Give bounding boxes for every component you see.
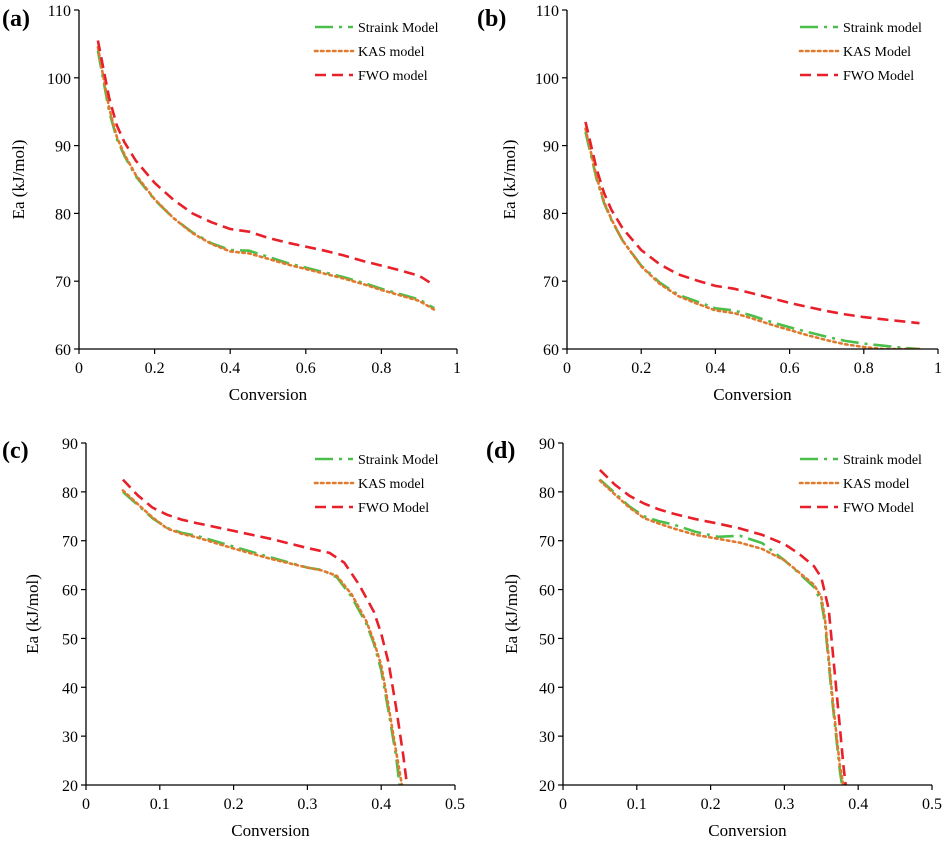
chart-panel-2: (c) 20 30 40 50 60 70 80 90 0 0.1 0.2 0.3 0.4 0.5 Conve…	[2, 436, 465, 840]
y-tick-label: 90	[55, 139, 71, 156]
x-axis-title: Conversion	[708, 821, 787, 840]
legend: Straink model KAS Model FWO Model	[798, 21, 922, 84]
series-line-kas	[121, 489, 404, 785]
x-tick-label: 0.4	[705, 360, 725, 377]
y-tick-label: 90	[543, 139, 559, 156]
legend: Straink model KAS model FWO Model	[798, 453, 922, 516]
y-tick-label: 100	[535, 71, 559, 88]
x-tick-label: 1	[934, 360, 942, 377]
legend-label: Straink model	[843, 21, 922, 36]
y-tick-label: 50	[539, 631, 555, 648]
panel-label: (b)	[477, 6, 506, 32]
panel-label: (d)	[486, 438, 515, 464]
y-axis-title: Ea (kJ/mol)	[23, 574, 42, 654]
y-tick-label: 90	[539, 436, 555, 453]
y-tick-label: 90	[62, 436, 78, 453]
chart-panel-3: (d) 20 30 40 50 60 70 80 90 0 0.1 0.2 0.3 0.4 0.5 Conve…	[486, 436, 942, 840]
y-tick-label: 70	[55, 274, 71, 291]
legend: Straink Model KAS model FWO model	[313, 21, 439, 84]
x-tick-label: 0.4	[371, 796, 391, 813]
y-tick-label: 20	[62, 778, 78, 795]
y-tick-label: 100	[47, 71, 71, 88]
series-line-fwo	[96, 40, 435, 287]
legend-label: KAS Model	[843, 45, 911, 60]
series-line-kas	[96, 45, 436, 312]
y-tick-label: 40	[539, 680, 555, 697]
y-tick-label: 50	[62, 631, 78, 648]
legend-label: KAS model	[843, 477, 910, 492]
x-tick-label: 0.2	[224, 796, 244, 813]
y-tick-label: 80	[62, 485, 78, 502]
x-tick-label: 0.4	[848, 796, 868, 813]
x-tick-label: 0.6	[780, 360, 800, 377]
y-tick-label: 110	[48, 3, 71, 20]
x-tick-label: 0.2	[701, 796, 721, 813]
x-tick-label: 0.3	[774, 796, 794, 813]
series-line-strainks	[599, 478, 844, 785]
x-tick-label: 0.4	[220, 360, 240, 377]
legend-label: Straink Model	[358, 453, 439, 468]
y-tick-label: 60	[543, 342, 559, 359]
x-tick-label: 0.2	[631, 360, 651, 377]
y-tick-label: 110	[536, 3, 559, 20]
y-tick-label: 80	[55, 206, 71, 223]
y-tick-label: 60	[62, 583, 78, 600]
chart-panel-0: (a) 60 70 80 90 100 110 0 0.2 0.4 0.6 0.8 1 Conversio…	[2, 3, 461, 404]
y-axis-title: Ea (kJ/mol)	[502, 574, 521, 654]
y-axis-title: Ea (kJ/mol)	[9, 140, 28, 220]
x-tick-label: 0	[563, 360, 571, 377]
x-tick-label: 0.8	[854, 360, 874, 377]
x-tick-label: 0.6	[296, 360, 316, 377]
series-line-fwo	[598, 468, 847, 785]
y-tick-label: 60	[55, 342, 71, 359]
x-axis-title: Conversion	[713, 385, 792, 404]
y-tick-label: 70	[543, 274, 559, 291]
legend-label: FWO Model	[358, 501, 429, 516]
x-axis-title: Conversion	[229, 385, 308, 404]
x-tick-label: 0	[75, 360, 83, 377]
legend-label: Straink Model	[358, 21, 439, 36]
y-axis-title: Ea (kJ/mol)	[500, 140, 519, 220]
x-tick-label: 0.2	[145, 360, 165, 377]
y-tick-label: 40	[62, 680, 78, 697]
y-tick-label: 80	[539, 485, 555, 502]
legend-label: FWO model	[358, 69, 428, 84]
x-tick-label: 0.8	[371, 360, 391, 377]
x-tick-label: 0.1	[627, 796, 647, 813]
legend-label: KAS model	[358, 45, 425, 60]
x-tick-label: 0.5	[445, 796, 465, 813]
x-tick-label: 0	[82, 796, 90, 813]
y-tick-label: 70	[62, 534, 78, 551]
series-line-fwo	[121, 478, 409, 785]
series-line-fwo	[584, 121, 920, 325]
y-tick-label: 30	[539, 729, 555, 746]
y-tick-label: 80	[543, 206, 559, 223]
y-tick-label: 70	[539, 534, 555, 551]
y-tick-label: 30	[62, 729, 78, 746]
x-tick-label: 1	[453, 360, 461, 377]
series-line-kas	[598, 479, 845, 785]
series-line-kas	[584, 127, 921, 349]
y-tick-label: 20	[539, 778, 555, 795]
chart-panel-1: (b) 60 70 80 90 100 110 0 0.2 0.4 0.6 0.8 1 Conversio…	[477, 3, 942, 404]
x-tick-label: 0.5	[922, 796, 942, 813]
legend-label: FWO Model	[843, 69, 914, 84]
legend-label: FWO Model	[843, 501, 914, 516]
x-tick-label: 0	[559, 796, 567, 813]
y-tick-label: 60	[539, 583, 555, 600]
x-tick-label: 0.3	[297, 796, 317, 813]
x-tick-label: 0.1	[150, 796, 170, 813]
legend: Straink Model KAS model FWO Model	[313, 453, 439, 516]
legend-label: Straink model	[843, 453, 922, 468]
series-line-strainks	[96, 50, 435, 310]
legend-label: KAS model	[358, 477, 425, 492]
panel-label: (a)	[2, 6, 30, 32]
x-axis-title: Conversion	[231, 821, 310, 840]
panel-label: (c)	[2, 438, 29, 464]
